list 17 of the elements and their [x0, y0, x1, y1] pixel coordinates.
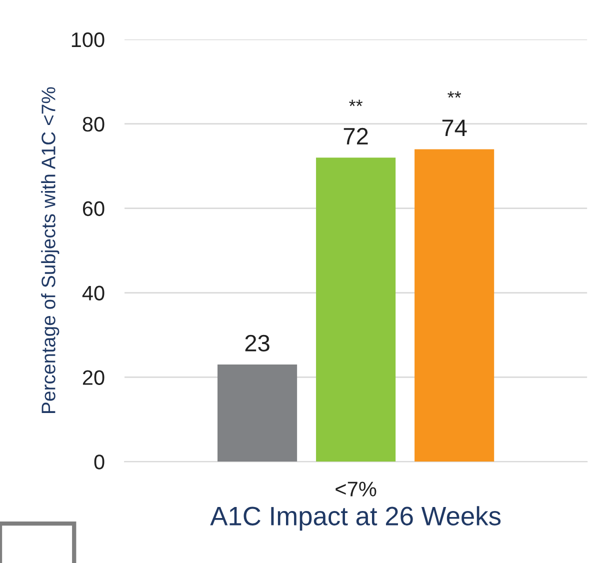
- bar: [316, 158, 396, 462]
- data-label: 72: [344, 128, 368, 144]
- y-tick-label: 60: [82, 201, 104, 216]
- y-tick-label: 20: [82, 370, 104, 385]
- y-tick-label: 0: [94, 454, 104, 470]
- annotation: **: [349, 100, 363, 106]
- y-tick-label: 40: [82, 286, 104, 301]
- x-tick-label: <7%: [336, 482, 376, 496]
- y-tick-label: 100: [72, 32, 104, 48]
- x-axis-title: A1C Impact at 26 Weeks: [210, 506, 501, 531]
- bar: [218, 364, 298, 462]
- bar: [414, 149, 494, 462]
- y-axis-title: Percentage of Subjects with A1C <7%: [41, 87, 60, 413]
- annotation: **: [448, 91, 462, 98]
- data-label: 74: [442, 120, 467, 136]
- y-tick-label: 80: [82, 116, 104, 132]
- data-label: 23: [245, 334, 270, 352]
